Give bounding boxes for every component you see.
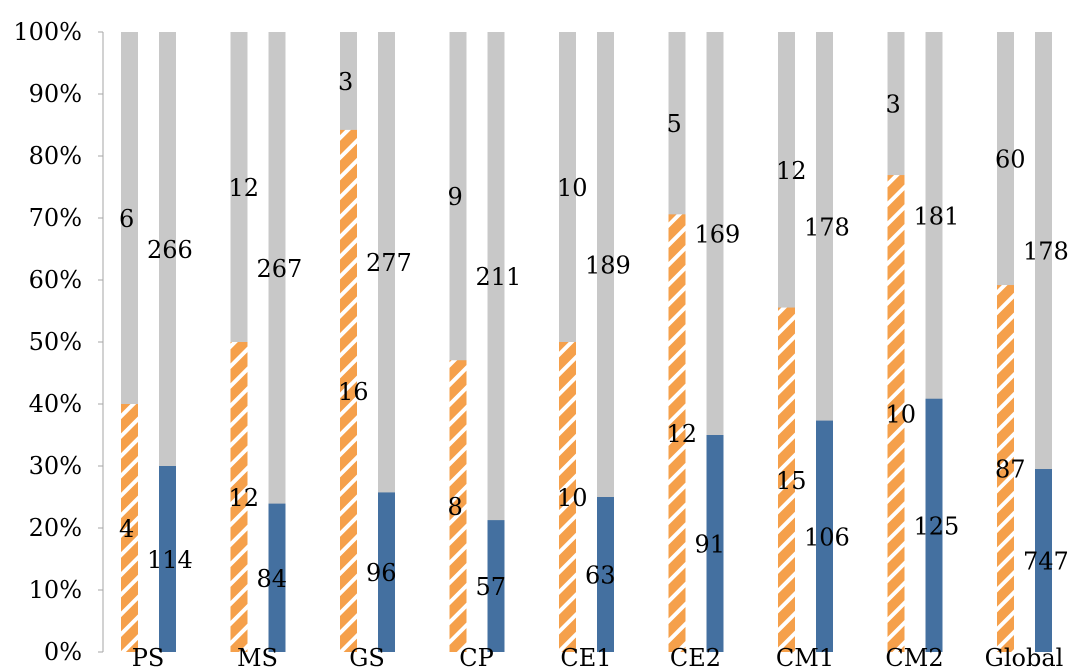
bar-segment-right-low — [706, 435, 724, 652]
y-tick-label: 90% — [29, 80, 82, 108]
data-label-right-low: 125 — [914, 512, 960, 540]
y-tick-label: 60% — [29, 266, 82, 294]
bar-segment-left-low — [668, 214, 686, 652]
data-label-right-high: 277 — [366, 249, 412, 277]
data-label-right-low: 57 — [476, 573, 507, 601]
bar-segment-right-low — [1035, 469, 1052, 652]
x-tick-label: CM2 — [885, 644, 943, 672]
x-tick-label: PS — [132, 644, 165, 672]
data-label-left-high: 5 — [667, 110, 682, 138]
data-label-right-high: 169 — [695, 221, 741, 249]
bar-segment-left-low — [230, 342, 248, 652]
data-label-left-high: 10 — [557, 174, 588, 202]
x-tick-label: CM1 — [776, 644, 834, 672]
data-label-right-low: 106 — [804, 523, 850, 551]
bar-segment-right-high — [268, 32, 286, 652]
data-labels-layer: 4611426612128426716396277895721110106318… — [119, 68, 1068, 601]
bar-segment-right-low — [159, 466, 176, 652]
data-label-left-high: 6 — [119, 205, 134, 233]
data-label-right-low: 84 — [257, 565, 288, 593]
data-label-right-high: 178 — [804, 213, 850, 241]
bar-segment-right-high — [487, 32, 505, 652]
data-label-left-low: 12 — [667, 420, 698, 448]
data-label-left-low: 10 — [557, 484, 588, 512]
data-label-right-low: 747 — [1023, 548, 1068, 576]
data-label-right-high: 211 — [476, 263, 522, 291]
data-label-left-low: 16 — [338, 378, 369, 406]
bar-segment-right-low — [487, 520, 505, 652]
x-tick-label: MS — [237, 644, 278, 672]
x-tick-label: GS — [349, 644, 385, 672]
data-label-left-high: 60 — [995, 146, 1026, 174]
bar-segment-left-low — [887, 175, 905, 653]
x-tick-label: Global — [985, 644, 1064, 672]
bar-segment-right-low — [816, 420, 833, 652]
x-tick-label: CE1 — [560, 644, 611, 672]
data-label-left-high: 12 — [229, 174, 260, 202]
bar-segment-right-low — [378, 492, 395, 652]
data-label-right-high: 181 — [914, 202, 960, 230]
y-tick-label: 40% — [29, 390, 82, 418]
bar-segment-right-low — [925, 398, 943, 652]
bar-segment-left-low — [778, 307, 795, 652]
bar-segment-left-low — [997, 285, 1014, 652]
bar-segment-right-low — [597, 497, 614, 652]
y-tick-label: 100% — [13, 18, 82, 46]
data-label-right-low: 114 — [147, 546, 193, 574]
data-label-right-high: 189 — [585, 252, 631, 280]
data-label-left-high: 12 — [776, 157, 807, 185]
bar-segment-right-low — [268, 503, 286, 652]
data-label-left-low: 12 — [229, 484, 260, 512]
bars-layer — [121, 32, 1052, 653]
data-label-left-high: 3 — [886, 91, 901, 119]
data-label-left-low: 10 — [886, 401, 917, 429]
data-label-left-high: 3 — [338, 68, 353, 96]
bar-segment-left-low — [559, 342, 576, 652]
x-tick-label: CP — [459, 644, 494, 672]
y-tick-label: 50% — [29, 328, 82, 356]
data-label-right-high: 267 — [257, 255, 303, 283]
x-tick-label: CE2 — [670, 644, 721, 672]
data-label-right-low: 91 — [695, 531, 726, 559]
data-label-left-low: 15 — [776, 467, 807, 495]
data-label-right-high: 266 — [147, 236, 193, 264]
bar-segment-left-low — [340, 129, 357, 653]
bar-segment-left-low — [449, 360, 467, 652]
bar-segment-left-low — [121, 404, 138, 652]
y-tick-label: 10% — [29, 576, 82, 604]
y-tick-label: 30% — [29, 452, 82, 480]
data-label-left-high: 9 — [448, 183, 463, 211]
data-label-left-low: 8 — [448, 493, 463, 521]
data-label-left-low: 4 — [119, 515, 134, 543]
data-label-right-low: 63 — [585, 562, 616, 590]
y-tick-label: 0% — [44, 638, 82, 666]
y-tick-label: 20% — [29, 514, 82, 542]
y-tick-label: 70% — [29, 204, 82, 232]
axes-layer: 0% 10% 20% 30% 40% 50% 60% 70% 80% 90% 100% PS MS GS C… — [13, 18, 1063, 672]
data-label-right-low: 96 — [366, 559, 397, 587]
y-tick-label: 80% — [29, 142, 82, 170]
data-label-left-low: 87 — [995, 456, 1026, 484]
data-label-right-high: 1784 — [1023, 238, 1068, 266]
